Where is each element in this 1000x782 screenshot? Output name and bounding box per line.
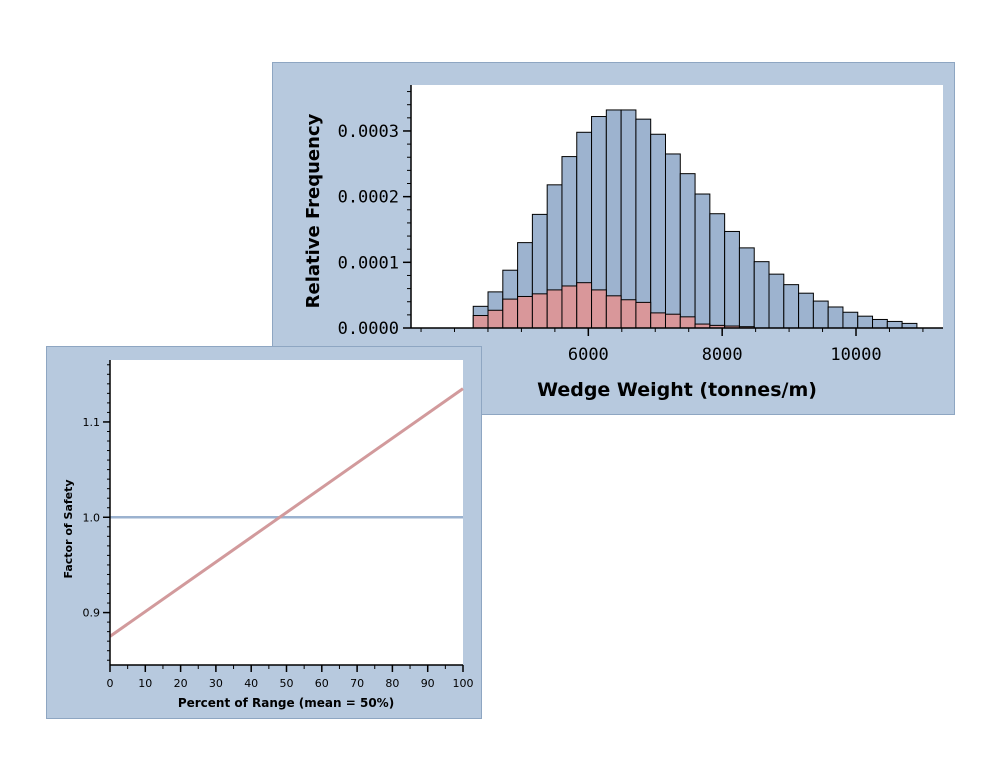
- histogram-axes: 6000 8000 10000 0.0000 0.0001 0.0002 0.0003: [338, 85, 943, 365]
- total-bar: [650, 133, 666, 329]
- sensitivity-x-tick-label: 50: [280, 677, 294, 690]
- failed-bar: [502, 298, 519, 329]
- histogram-y-tick-label: 0.0002: [338, 188, 399, 208]
- failed-bar: [605, 295, 622, 329]
- sensitivity-x-tick-label: 20: [174, 677, 188, 690]
- failed-bar: [487, 309, 504, 329]
- sensitivity-panel: 0 10 20 30 40 50 60 70 80 90 100 0.9 1.0 1.1 Percent …: [46, 346, 482, 719]
- failed-bar: [664, 313, 681, 329]
- total-bar: [724, 230, 740, 329]
- total-bar: [812, 300, 829, 329]
- sensitivity-x-tick-label: 90: [421, 677, 435, 690]
- failed-bar: [517, 295, 533, 329]
- histogram-y-tick-label: 0.0003: [338, 122, 399, 142]
- failed-bar: [561, 285, 578, 329]
- sensitivity-y-tick-label: 1.1: [83, 416, 101, 429]
- failed-bar: [620, 299, 637, 329]
- histogram-x-axis-title: Wedge Weight (tonnes/m): [537, 379, 817, 401]
- sensitivity-chart: 0 10 20 30 40 50 60 70 80 90 100 0.9 1.0 1.1 Percent …: [62, 360, 474, 710]
- sensitivity-x-axis-title: Percent of Range (mean = 50%): [178, 696, 394, 710]
- sensitivity-x-tick-label: 60: [315, 677, 329, 690]
- histogram-chart: 6000 8000 10000 0.0000 0.0001 0.0002 0.0003 We…: [303, 85, 943, 401]
- total-bar: [664, 153, 681, 329]
- histogram-y-tick-label: 0.0001: [338, 253, 399, 273]
- failed-bar: [591, 289, 607, 329]
- total-bar: [753, 261, 770, 329]
- failed-bar: [531, 293, 548, 329]
- total-bar: [620, 109, 637, 329]
- total-bar: [886, 320, 903, 329]
- total-bar: [857, 315, 874, 329]
- failed-bar: [546, 289, 563, 329]
- failed-bar: [650, 312, 666, 329]
- sensitivity-x-tick-label: 30: [209, 677, 223, 690]
- total-bar: [694, 193, 711, 329]
- histogram-y-tick-label: 0.0000: [338, 319, 399, 339]
- total-bar: [709, 213, 726, 329]
- total-bar: [738, 247, 755, 329]
- failed-bar: [576, 282, 593, 329]
- histogram-bars: [472, 109, 918, 329]
- total-bar: [872, 318, 888, 329]
- sensitivity-y-tick-label: 1.0: [83, 511, 101, 524]
- total-bar: [798, 292, 814, 329]
- sensitivity-x-tick-label: 40: [244, 677, 258, 690]
- sensitivity-axes: 0 10 20 30 40 50 60 70 80 90 100 0.9 1.0 1.1: [83, 360, 474, 690]
- sensitivity-x-tick-label: 100: [453, 677, 474, 690]
- failed-bar: [635, 301, 652, 329]
- sensitivity-x-tick-label: 0: [107, 677, 114, 690]
- total-bar: [783, 284, 800, 329]
- histogram-x-tick-label: 6000: [568, 345, 609, 365]
- total-bar: [679, 173, 696, 329]
- sensitivity-x-tick-label: 10: [138, 677, 152, 690]
- sensitivity-x-tick-label: 70: [350, 677, 364, 690]
- factor-of-safety-line: [109, 387, 464, 638]
- failed-bar: [472, 315, 489, 329]
- total-bar: [635, 118, 652, 329]
- sensitivity-y-tick-label: 0.9: [83, 607, 101, 620]
- sensitivity-y-axis-title: Factor of Safety: [62, 479, 75, 578]
- histogram-x-tick-label: 8000: [702, 345, 743, 365]
- histogram-y-axis-title: Relative Frequency: [303, 113, 324, 308]
- histogram-x-tick-label: 10000: [830, 345, 881, 365]
- failed-bar: [679, 316, 696, 329]
- total-bar: [842, 311, 859, 329]
- sensitivity-lines: [109, 387, 464, 638]
- sensitivity-x-tick-label: 80: [385, 677, 399, 690]
- total-bar: [605, 109, 622, 329]
- total-bar: [827, 306, 844, 329]
- total-bar: [768, 273, 785, 329]
